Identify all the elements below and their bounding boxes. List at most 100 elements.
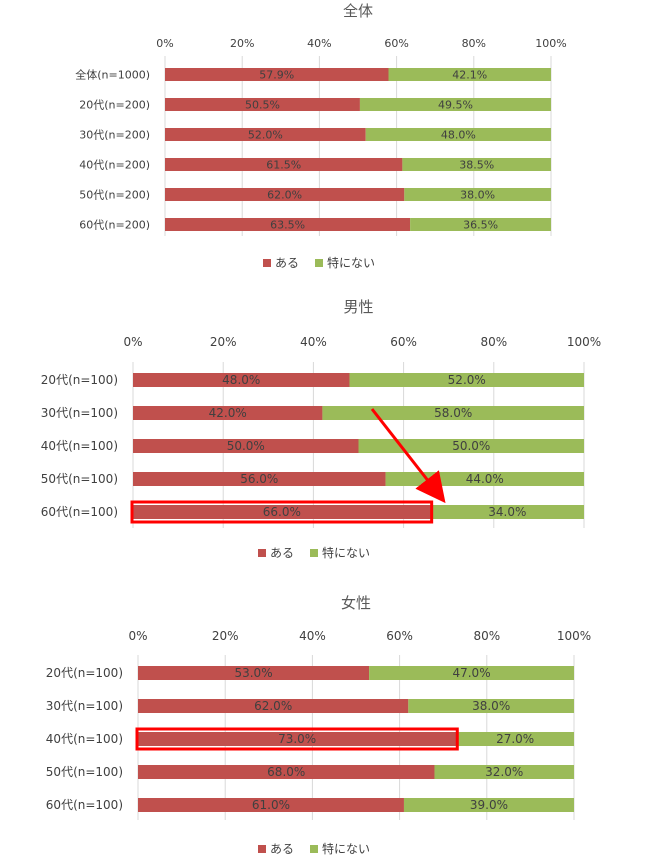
bar-tokuninai [410, 218, 551, 231]
bar-aru [138, 732, 457, 746]
x-tick-label: 80% [473, 629, 500, 643]
bar-tokuninai [359, 98, 551, 111]
bar-aru [138, 765, 435, 779]
x-tick-label: 0% [123, 335, 142, 349]
bar-aru [165, 188, 405, 201]
bar-aru [165, 158, 403, 171]
data-label: 36.5% [463, 219, 498, 232]
data-label: 56.0% [240, 472, 278, 486]
category-label: 60代(n=100) [41, 505, 118, 519]
category-label: 全体(n=1000) [75, 68, 150, 82]
data-label: 47.0% [452, 666, 490, 680]
x-tick-label: 0% [156, 37, 173, 50]
data-label: 44.0% [466, 472, 504, 486]
data-label: 62.0% [267, 189, 302, 202]
bar-aru [133, 406, 323, 420]
bar-tokuninai [430, 505, 584, 519]
x-tick-label: 40% [300, 335, 327, 349]
category-label: 40代(n=100) [41, 439, 118, 453]
data-label: 39.0% [470, 798, 508, 812]
data-label: 68.0% [267, 765, 305, 779]
legend-label: ある [275, 256, 299, 270]
bar-tokuninai [456, 732, 574, 746]
chart-title: 全体 [343, 2, 373, 20]
bar-tokuninai [322, 406, 584, 420]
legend-swatch [263, 259, 271, 267]
data-label: 63.5% [270, 219, 305, 232]
highlight-box [135, 727, 459, 751]
chart-2: 男性 0% 20% 40% 60% 80% 100% 20代(n=100) 48.0% 52.0%… [41, 298, 601, 560]
data-label: 73.0% [278, 732, 316, 746]
x-tick-label: 100% [567, 335, 601, 349]
x-tick-label: 0% [128, 629, 147, 643]
x-tick-label: 60% [384, 37, 408, 50]
data-label: 52.0% [448, 373, 486, 387]
chart-title: 女性 [341, 594, 371, 612]
data-label: 27.0% [496, 732, 534, 746]
category-label: 40代(n=200) [79, 159, 150, 172]
data-label: 50.0% [227, 439, 265, 453]
data-label: 38.0% [472, 699, 510, 713]
bar-aru [165, 128, 366, 141]
category-label: 30代(n=100) [46, 699, 123, 713]
bar-tokuninai [369, 666, 574, 680]
data-label: 48.0% [222, 373, 260, 387]
x-tick-label: 60% [390, 335, 417, 349]
x-tick-label: 100% [557, 629, 591, 643]
category-label: 60代(n=100) [46, 798, 123, 812]
legend-label: 特にない [327, 255, 375, 270]
category-label: 50代(n=200) [79, 189, 150, 202]
category-label: 50代(n=100) [41, 472, 118, 486]
legend-swatch [258, 549, 266, 557]
bar-aru [138, 699, 409, 713]
x-tick-label: 20% [212, 629, 239, 643]
bar-tokuninai [349, 373, 584, 387]
bar-tokuninai [408, 699, 574, 713]
data-label: 50.5% [245, 99, 280, 112]
data-label: 32.0% [485, 765, 523, 779]
chart-title: 男性 [343, 298, 373, 316]
bar-aru [165, 218, 411, 231]
bar-aru [165, 68, 389, 81]
bar-tokuninai [434, 765, 574, 779]
legend-label: 特にない [322, 545, 370, 560]
data-label: 61.0% [252, 798, 290, 812]
category-label: 20代(n=200) [79, 99, 150, 112]
category-label: 50代(n=100) [46, 765, 123, 779]
legend-swatch [310, 549, 318, 557]
data-label: 38.5% [459, 159, 494, 172]
data-label: 53.0% [234, 666, 272, 680]
category-label: 20代(n=100) [46, 666, 123, 680]
data-label: 42.1% [452, 69, 487, 82]
x-tick-label: 20% [210, 335, 237, 349]
x-tick-label: 80% [462, 37, 486, 50]
data-label: 34.0% [488, 505, 526, 519]
data-label: 58.0% [434, 406, 472, 420]
category-label: 40代(n=100) [46, 732, 123, 746]
bar-tokuninai [358, 439, 584, 453]
highlight-box [130, 500, 434, 524]
bar-aru [133, 472, 386, 486]
x-tick-label: 20% [230, 37, 254, 50]
bar-aru [138, 666, 370, 680]
bar-aru [165, 98, 360, 111]
category-label: 30代(n=100) [41, 406, 118, 420]
bar-tokuninai [388, 68, 551, 81]
category-label: 20代(n=100) [41, 373, 118, 387]
x-tick-label: 80% [480, 335, 507, 349]
bar-tokuninai [365, 128, 551, 141]
data-label: 50.0% [452, 439, 490, 453]
legend-label: ある [270, 546, 294, 560]
data-label: 38.0% [460, 189, 495, 202]
data-label: 62.0% [254, 699, 292, 713]
data-label: 48.0% [441, 129, 476, 142]
legend-swatch [258, 845, 266, 853]
data-label: 61.5% [266, 159, 301, 172]
category-label: 60代(n=200) [79, 219, 150, 232]
bar-aru [133, 373, 350, 387]
legend-swatch [310, 845, 318, 853]
data-label: 57.9% [259, 69, 294, 82]
legend-label: 特にない [322, 841, 370, 856]
